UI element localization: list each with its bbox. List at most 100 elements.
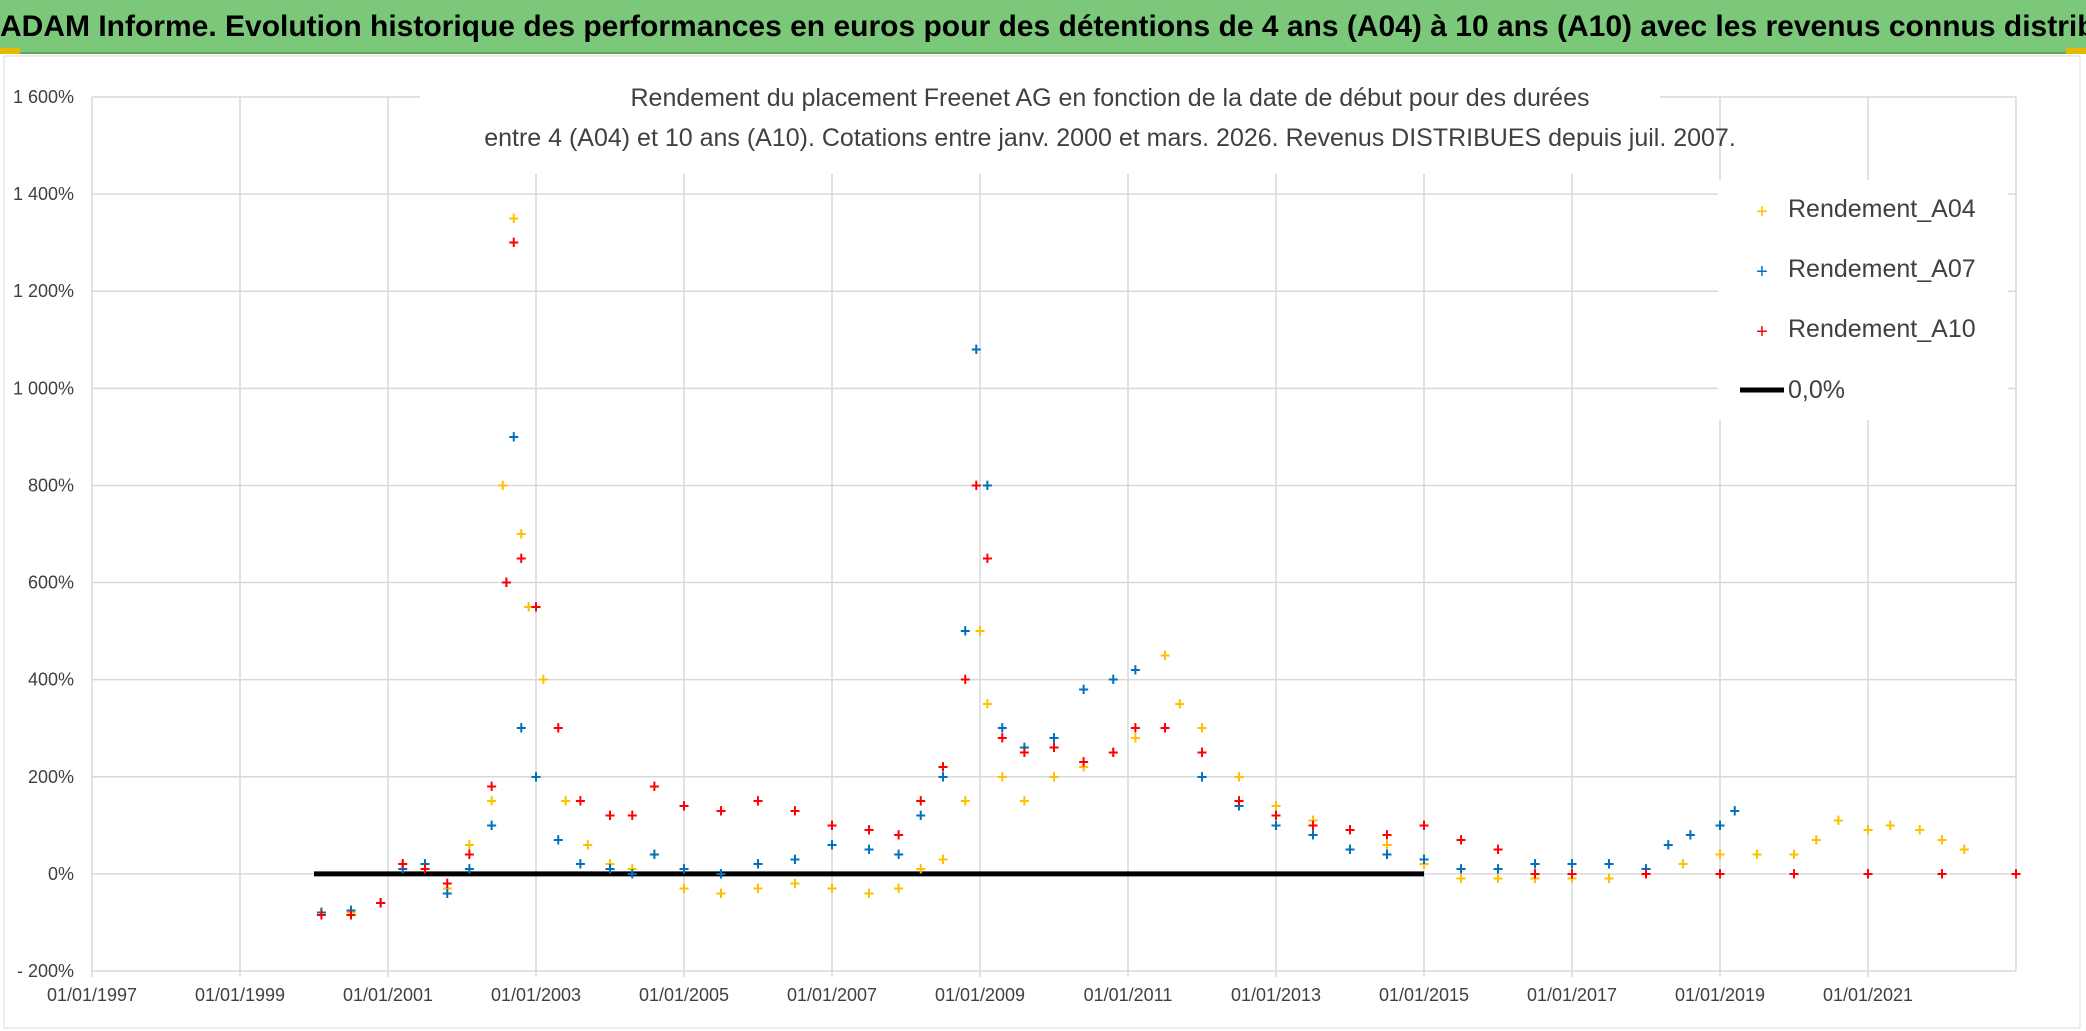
data-point: +	[516, 718, 527, 738]
data-point: +	[605, 859, 616, 879]
data-point: +	[1715, 844, 1726, 864]
data-point: +	[864, 840, 875, 860]
legend-marker-a07: +	[1756, 261, 1768, 283]
data-point: +	[1197, 767, 1208, 787]
x-tick-label: 01/01/2021	[1823, 985, 1913, 1005]
data-point: +	[1271, 806, 1282, 826]
data-point: +	[538, 670, 549, 690]
data-point: +	[1811, 830, 1822, 850]
data-point: +	[827, 835, 838, 855]
data-point: +	[1234, 791, 1245, 811]
legend-label-a07: Rendement_A07	[1788, 255, 1976, 283]
data-point: +	[605, 806, 616, 826]
data-point: +	[316, 903, 327, 923]
data-point: +	[716, 883, 727, 903]
data-point: +	[516, 524, 527, 544]
data-point: +	[553, 718, 564, 738]
x-tick-label: 01/01/2019	[1675, 985, 1765, 1005]
data-point: +	[679, 859, 690, 879]
data-point: +	[1789, 864, 1800, 884]
y-tick-label: 1 000%	[13, 378, 74, 398]
data-point: +	[523, 597, 534, 617]
data-point: +	[1730, 801, 1741, 821]
data-point: +	[960, 791, 971, 811]
corner-mark-right	[2066, 48, 2086, 54]
data-point: +	[560, 791, 571, 811]
data-point: +	[1419, 849, 1430, 869]
data-point: +	[916, 859, 927, 879]
chart-title-line-1: Rendement du placement Freenet AG en fon…	[631, 84, 1590, 112]
data-point: +	[509, 208, 520, 228]
x-axis-tick-labels: 01/01/1997 01/01/1999 01/01/2001 01/01/2003…	[47, 985, 1913, 1005]
data-point: +	[716, 801, 727, 821]
data-point: +	[627, 806, 638, 826]
data-point: +	[1641, 859, 1652, 879]
data-point: +	[1308, 810, 1319, 830]
data-point: +	[1530, 854, 1541, 874]
report-title: ADAM Informe. Evolution historique des p…	[0, 10, 2086, 43]
corner-mark-left	[0, 48, 20, 54]
data-point: +	[716, 864, 727, 884]
x-tick-label: 01/01/2005	[639, 985, 729, 1005]
legend: + Rendement_A04 + Rendement_A07 + Rendem…	[1718, 180, 2008, 420]
data-point: +	[1160, 718, 1171, 738]
data-point: +	[1530, 864, 1541, 884]
data-point: +	[1715, 815, 1726, 835]
data-point: +	[1419, 815, 1430, 835]
data-point: +	[509, 427, 520, 447]
data-point: +	[497, 475, 508, 495]
data-point: +	[553, 830, 564, 850]
data-point: +	[1663, 835, 1674, 855]
data-point: +	[938, 757, 949, 777]
data-point: +	[1789, 844, 1800, 864]
data-point: +	[316, 903, 327, 923]
data-point: +	[1833, 810, 1844, 830]
data-point: +	[753, 854, 764, 874]
y-tick-label: 400%	[28, 670, 74, 690]
data-point: +	[1197, 718, 1208, 738]
x-tick-label: 01/01/2015	[1379, 985, 1469, 1005]
data-point: +	[398, 859, 409, 879]
data-point: +	[753, 878, 764, 898]
data-point: +	[1752, 844, 1763, 864]
x-tick-label: 01/01/2003	[491, 985, 581, 1005]
data-point: +	[649, 844, 660, 864]
data-point: +	[1078, 679, 1089, 699]
data-point: +	[982, 694, 993, 714]
x-tick-label: 01/01/1999	[195, 985, 285, 1005]
data-point: +	[486, 791, 497, 811]
x-tick-label: 01/01/2007	[787, 985, 877, 1005]
data-point: +	[1685, 825, 1696, 845]
data-point: +	[531, 767, 542, 787]
data-point: +	[1863, 864, 1874, 884]
data-point: +	[1863, 820, 1874, 840]
data-point: +	[893, 844, 904, 864]
data-point: +	[893, 878, 904, 898]
data-point: +	[1382, 844, 1393, 864]
data-point: +	[509, 233, 520, 253]
data-point: +	[1641, 864, 1652, 884]
y-gridlines	[92, 96, 2016, 972]
legend-label-a10: Rendement_A10	[1788, 315, 1976, 343]
data-point: +	[790, 801, 801, 821]
data-point: +	[649, 776, 660, 796]
data-point: +	[1308, 825, 1319, 845]
data-point: +	[627, 859, 638, 879]
data-point: +	[1493, 840, 1504, 860]
data-point: +	[1160, 718, 1171, 738]
data-point: +	[605, 854, 616, 874]
data-point: +	[753, 791, 764, 811]
data-point: +	[1382, 835, 1393, 855]
series-rendement_a07: + + + + + + + + + + + + + + + + + + + + + + + + + + + + + + + + + + + + + + + +…	[316, 339, 1740, 922]
data-point: +	[346, 905, 357, 925]
data-point: +	[1567, 864, 1578, 884]
data-point: +	[1160, 645, 1171, 665]
data-point: +	[575, 791, 586, 811]
data-point: +	[1234, 767, 1245, 787]
data-point: +	[982, 475, 993, 495]
data-point: +	[1345, 840, 1356, 860]
data-point: +	[982, 548, 993, 568]
data-point: +	[1937, 864, 1948, 884]
data-point: +	[398, 854, 409, 874]
y-axis-tick-labels: - 200% 0% 200% 400% 600% 800% 1 000% 1 200% 1 40…	[13, 87, 74, 981]
